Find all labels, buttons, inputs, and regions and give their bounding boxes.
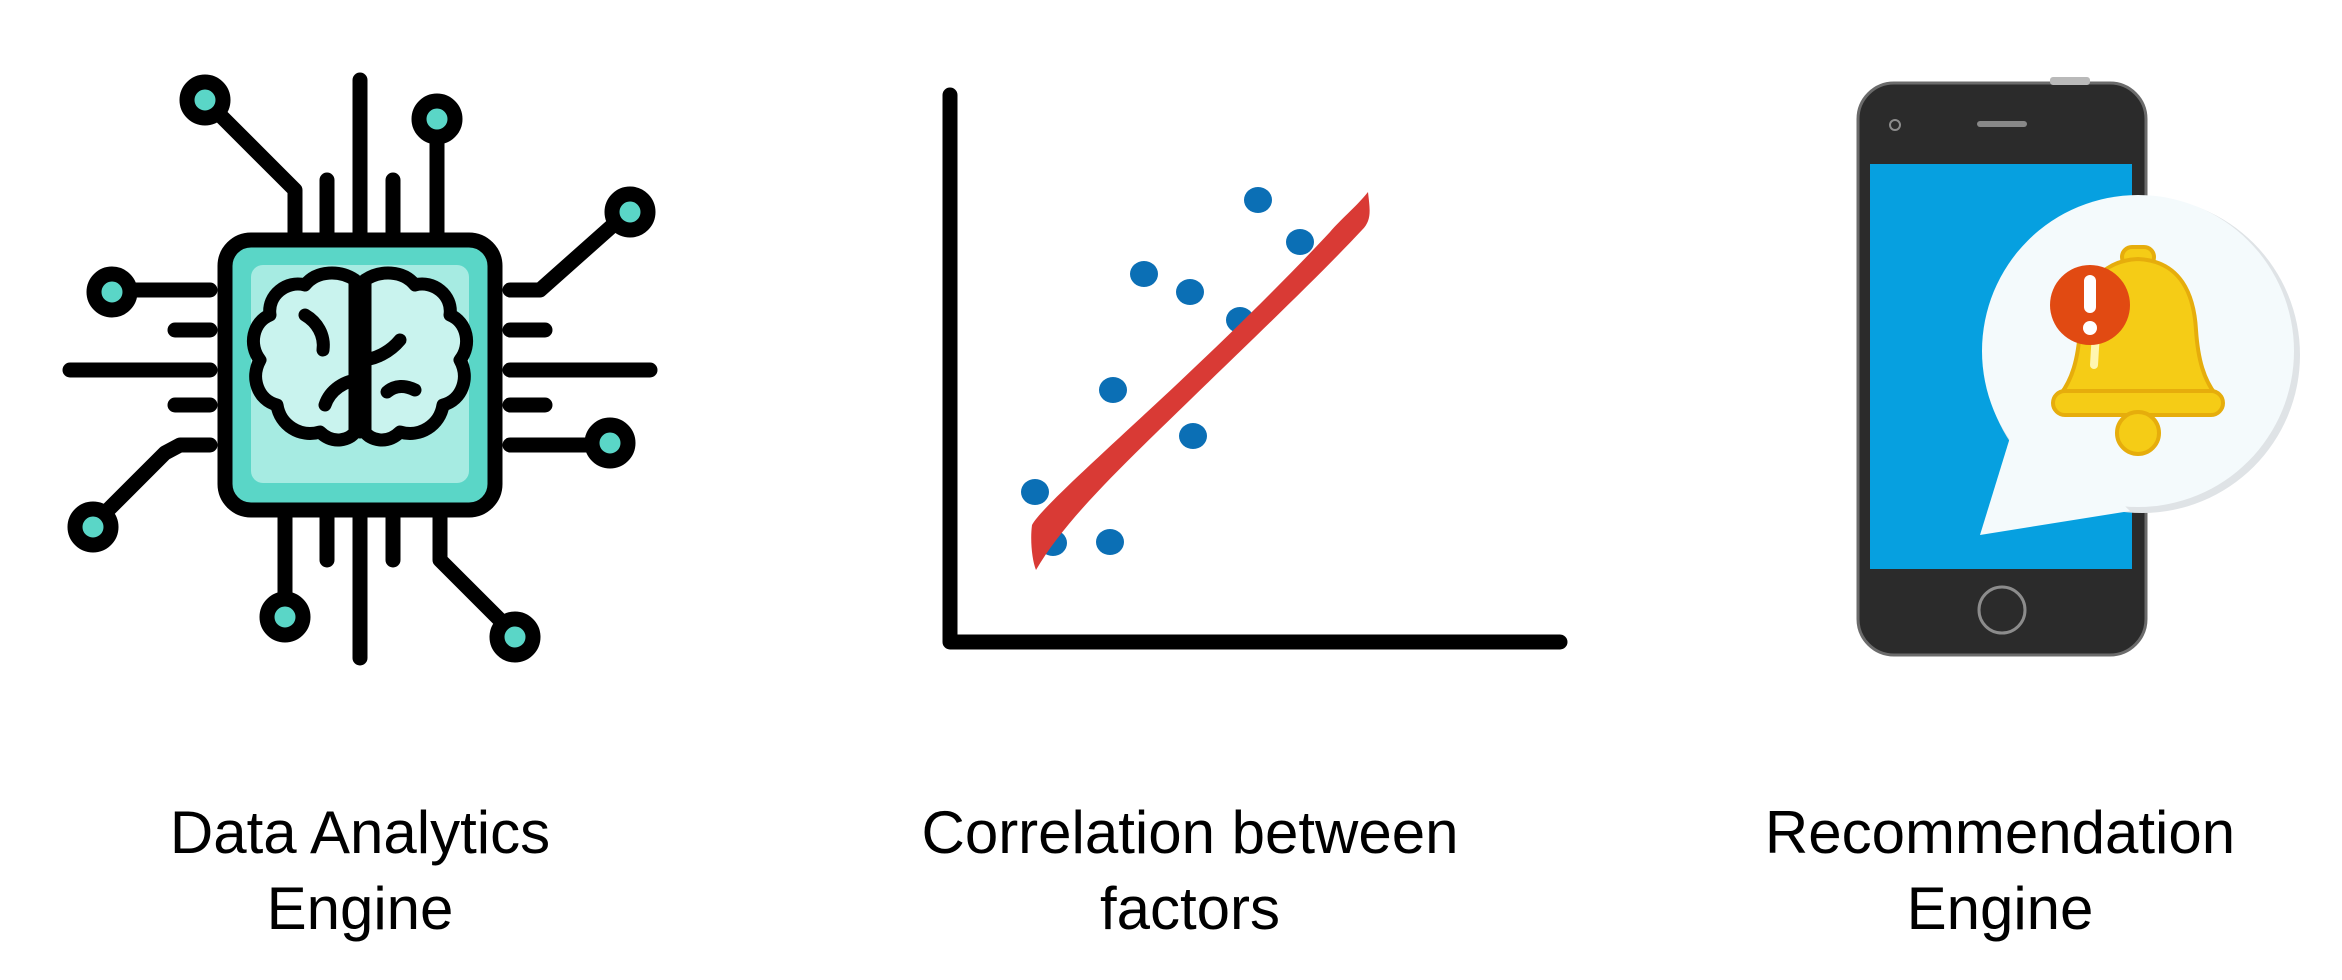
speaker-icon bbox=[1977, 121, 2027, 127]
scatter-point bbox=[1176, 279, 1204, 305]
caption-line-2: Engine bbox=[1906, 875, 2094, 942]
panel-correlation: Correlation between factors bbox=[870, 0, 1630, 980]
scatter-point bbox=[1096, 529, 1124, 555]
scatter-point bbox=[1021, 479, 1049, 505]
scatter-point bbox=[1130, 261, 1158, 287]
caption-data-analytics: Data Analytics Engine bbox=[10, 795, 710, 947]
caption-line-1: Correlation between bbox=[921, 799, 1459, 866]
panel-data-analytics: Data Analytics Engine bbox=[0, 0, 720, 980]
camera-icon bbox=[1889, 119, 1901, 131]
caption-line-2: factors bbox=[1099, 875, 1281, 942]
home-button-icon bbox=[1977, 585, 2027, 635]
alert-icon bbox=[2050, 265, 2130, 345]
brain-chip-icon bbox=[62, 72, 658, 666]
scatter-point bbox=[1244, 187, 1272, 213]
caption-line-1: Recommendation bbox=[1764, 799, 2236, 866]
panel-recommendation: Recommendation Engine bbox=[1680, 0, 2342, 980]
caption-correlation: Correlation between factors bbox=[840, 795, 1540, 947]
axes bbox=[942, 87, 1568, 650]
scatter-trend-icon bbox=[942, 87, 1568, 650]
caption-line-2: Engine bbox=[266, 875, 454, 942]
caption-line-1: Data Analytics bbox=[169, 799, 551, 866]
scatter-point bbox=[1179, 423, 1207, 449]
caption-recommendation: Recommendation Engine bbox=[1650, 795, 2342, 947]
phone-notification-bell-icon bbox=[1856, 77, 2300, 657]
trend-line bbox=[1031, 192, 1370, 570]
scatter-point bbox=[1286, 229, 1314, 255]
scatter-point bbox=[1099, 377, 1127, 403]
